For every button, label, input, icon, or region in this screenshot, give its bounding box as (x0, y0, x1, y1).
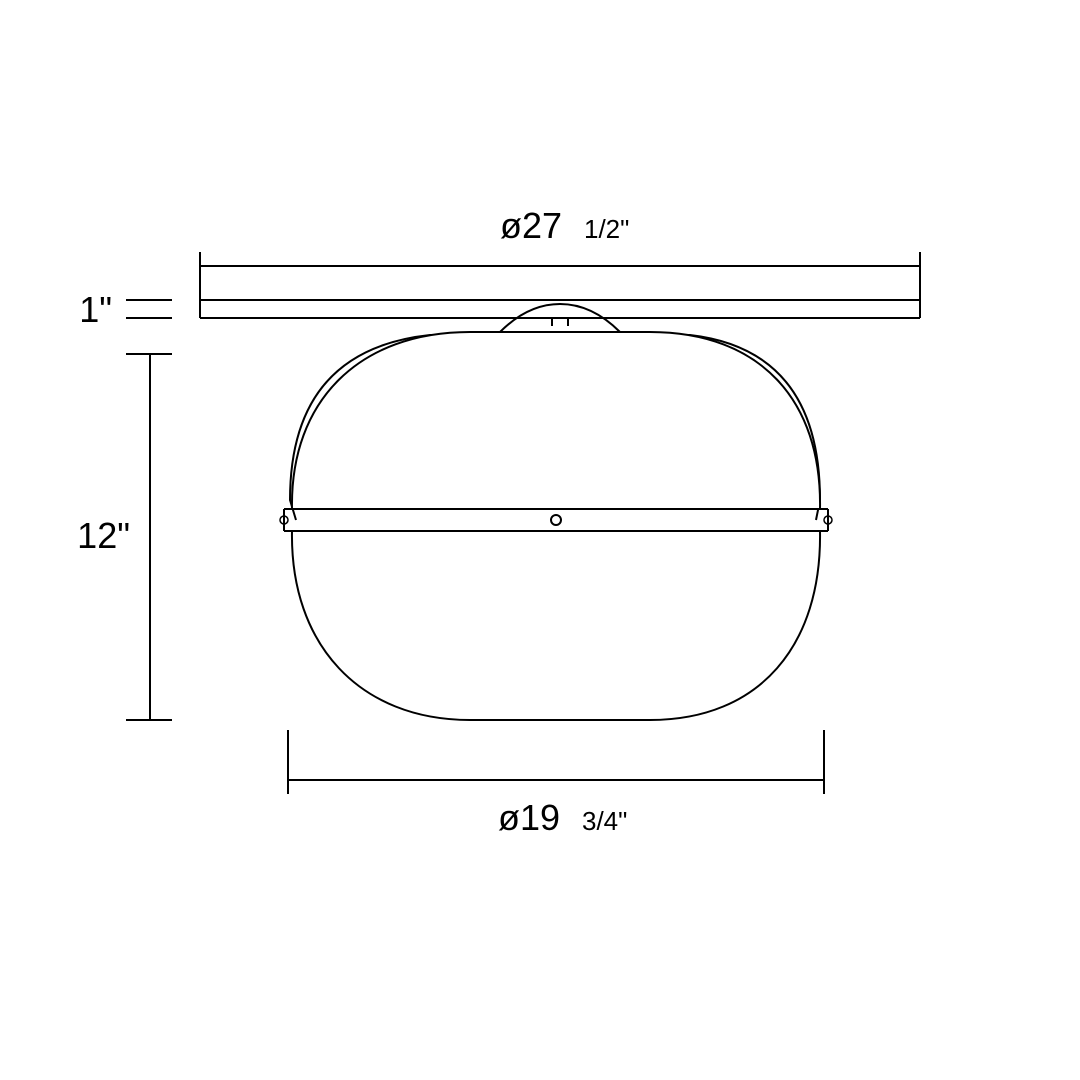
belt (280, 509, 832, 531)
technical-drawing: ø27 1/2" 1" 12" (0, 0, 1080, 1080)
dimension-height: 12" (77, 354, 172, 720)
dimension-bottom-diameter: ø19 3/4" (288, 730, 824, 838)
bottom-diameter-label: ø19 (498, 797, 560, 838)
height-label: 12" (77, 515, 130, 556)
top-diameter-fraction: 1/2" (584, 214, 629, 244)
body-upper (292, 332, 820, 509)
bottom-diameter-fraction: 3/4" (582, 806, 627, 836)
dimension-top-diameter: ø27 1/2" (200, 205, 920, 300)
top-diameter-label: ø27 (500, 205, 562, 246)
dimension-plate-thickness: 1" (79, 289, 172, 330)
plate-thickness-label: 1" (79, 289, 112, 330)
center-hole (551, 515, 561, 525)
body-lower (292, 531, 820, 720)
lamp-body (280, 298, 832, 720)
